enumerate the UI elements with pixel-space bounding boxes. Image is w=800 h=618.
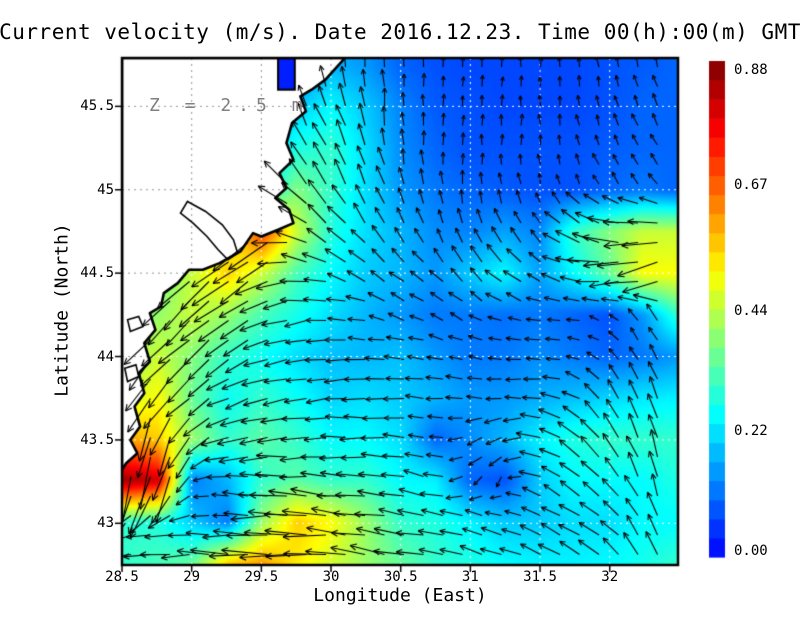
chart-title: Current velocity (m/s). Date 2016.12.23.…: [0, 20, 800, 44]
y-tick-label: 43: [97, 515, 114, 532]
y-tick-label: 44: [97, 348, 114, 365]
y-tick-label: 43.5: [80, 431, 114, 448]
colorbar-tick-label: 0.88: [734, 62, 768, 78]
colorbar-tick-label: 0.67: [734, 176, 768, 193]
colorbar-tick-label: 0.22: [734, 422, 768, 439]
y-tick-label: 45.5: [80, 98, 114, 115]
y-tick-label: 45: [97, 181, 114, 198]
x-axis-label: Longitude (East): [313, 585, 487, 606]
x-tick-label: 29.5: [244, 569, 279, 585]
colorbar-tick-label: 0.44: [734, 302, 768, 319]
y-tick-label: 44.5: [80, 265, 114, 282]
x-tick-label: 31.5: [523, 569, 557, 585]
y-axis-label: Latitude (North): [51, 223, 73, 397]
x-tick-label: 30.5: [383, 569, 418, 585]
x-tick-label: 28.5: [105, 569, 139, 585]
x-tick-label: 31: [461, 569, 479, 585]
x-tick-label: 29: [183, 569, 201, 585]
x-tick-label: 30: [322, 569, 340, 585]
x-tick-label: 32: [601, 569, 619, 585]
colorbar-tick-label: 0.00: [734, 543, 768, 559]
depth-annotation: Z = 2.5 m: [149, 95, 310, 116]
